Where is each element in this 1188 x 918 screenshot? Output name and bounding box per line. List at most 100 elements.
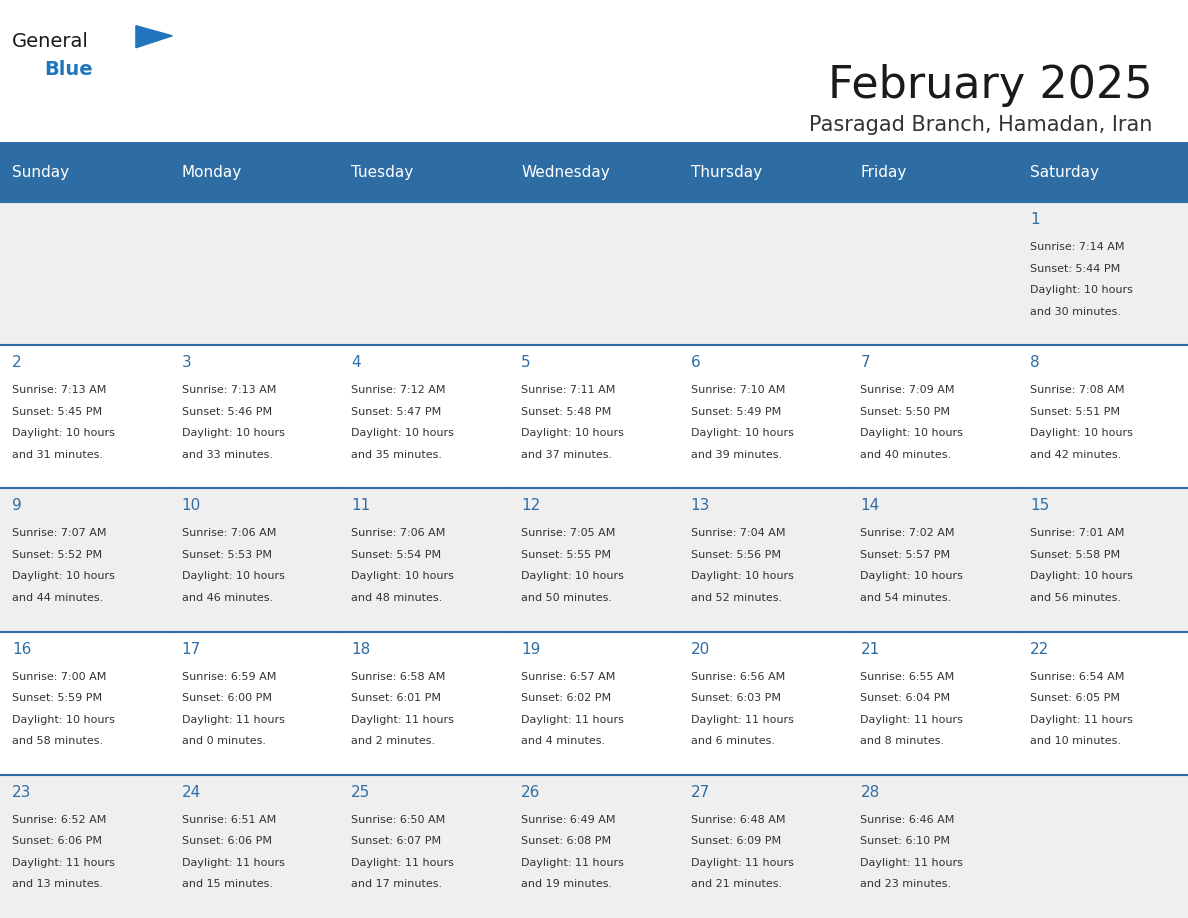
Text: and 13 minutes.: and 13 minutes. <box>12 879 103 890</box>
Text: February 2025: February 2025 <box>828 64 1152 107</box>
Text: 8: 8 <box>1030 355 1040 370</box>
Text: Sunset: 5:50 PM: Sunset: 5:50 PM <box>860 407 950 417</box>
Text: and 8 minutes.: and 8 minutes. <box>860 736 944 746</box>
Text: Sunrise: 7:00 AM: Sunrise: 7:00 AM <box>12 672 106 682</box>
Text: 9: 9 <box>12 498 21 513</box>
Text: Sunrise: 7:05 AM: Sunrise: 7:05 AM <box>522 529 615 539</box>
Text: Daylight: 10 hours: Daylight: 10 hours <box>522 571 624 581</box>
Text: Sunset: 5:58 PM: Sunset: 5:58 PM <box>1030 550 1120 560</box>
Text: and 50 minutes.: and 50 minutes. <box>522 593 612 603</box>
Text: Sunrise: 7:13 AM: Sunrise: 7:13 AM <box>12 386 106 396</box>
Text: 22: 22 <box>1030 642 1049 656</box>
Text: Saturday: Saturday <box>1030 164 1099 180</box>
Text: Daylight: 10 hours: Daylight: 10 hours <box>690 571 794 581</box>
Polygon shape <box>135 26 172 48</box>
Text: Sunset: 6:01 PM: Sunset: 6:01 PM <box>352 693 441 703</box>
Text: 6: 6 <box>690 355 701 370</box>
Text: Daylight: 11 hours: Daylight: 11 hours <box>860 857 963 868</box>
Text: Pasragad Branch, Hamadan, Iran: Pasragad Branch, Hamadan, Iran <box>809 115 1152 135</box>
Text: Sunset: 6:07 PM: Sunset: 6:07 PM <box>352 836 442 846</box>
Text: Daylight: 10 hours: Daylight: 10 hours <box>182 571 284 581</box>
Text: 26: 26 <box>522 785 541 800</box>
Text: Daylight: 10 hours: Daylight: 10 hours <box>690 428 794 438</box>
Text: Daylight: 11 hours: Daylight: 11 hours <box>860 714 963 724</box>
Text: Daylight: 11 hours: Daylight: 11 hours <box>690 857 794 868</box>
Text: Daylight: 10 hours: Daylight: 10 hours <box>1030 571 1133 581</box>
Text: Daylight: 11 hours: Daylight: 11 hours <box>182 857 284 868</box>
Text: 15: 15 <box>1030 498 1049 513</box>
Text: Sunset: 5:52 PM: Sunset: 5:52 PM <box>12 550 102 560</box>
Text: and 48 minutes.: and 48 minutes. <box>352 593 443 603</box>
Text: and 21 minutes.: and 21 minutes. <box>690 879 782 890</box>
Text: Daylight: 10 hours: Daylight: 10 hours <box>1030 285 1133 295</box>
Text: 16: 16 <box>12 642 31 656</box>
Text: and 31 minutes.: and 31 minutes. <box>12 450 103 460</box>
Text: Daylight: 11 hours: Daylight: 11 hours <box>12 857 115 868</box>
Text: Sunrise: 7:04 AM: Sunrise: 7:04 AM <box>690 529 785 539</box>
Text: 10: 10 <box>182 498 201 513</box>
Text: 20: 20 <box>690 642 710 656</box>
Text: Friday: Friday <box>860 164 906 180</box>
Text: and 23 minutes.: and 23 minutes. <box>860 879 952 890</box>
Text: Sunset: 5:45 PM: Sunset: 5:45 PM <box>12 407 102 417</box>
Text: 21: 21 <box>860 642 879 656</box>
Text: and 46 minutes.: and 46 minutes. <box>182 593 273 603</box>
Text: and 19 minutes.: and 19 minutes. <box>522 879 612 890</box>
Text: Sunrise: 6:52 AM: Sunrise: 6:52 AM <box>12 815 106 825</box>
Text: Sunset: 5:57 PM: Sunset: 5:57 PM <box>860 550 950 560</box>
Text: Sunrise: 6:49 AM: Sunrise: 6:49 AM <box>522 815 615 825</box>
Text: Sunset: 5:51 PM: Sunset: 5:51 PM <box>1030 407 1120 417</box>
Text: Thursday: Thursday <box>690 164 762 180</box>
Text: Sunrise: 7:08 AM: Sunrise: 7:08 AM <box>1030 386 1125 396</box>
Text: Sunset: 5:55 PM: Sunset: 5:55 PM <box>522 550 611 560</box>
Text: Daylight: 11 hours: Daylight: 11 hours <box>352 857 454 868</box>
Text: General: General <box>12 32 89 51</box>
Text: 12: 12 <box>522 498 541 513</box>
Text: and 37 minutes.: and 37 minutes. <box>522 450 612 460</box>
Text: Sunrise: 6:56 AM: Sunrise: 6:56 AM <box>690 672 785 682</box>
Text: and 40 minutes.: and 40 minutes. <box>860 450 952 460</box>
Text: and 58 minutes.: and 58 minutes. <box>12 736 103 746</box>
Text: Sunday: Sunday <box>12 164 69 180</box>
Text: 11: 11 <box>352 498 371 513</box>
Text: Sunrise: 7:06 AM: Sunrise: 7:06 AM <box>352 529 446 539</box>
Text: Sunrise: 7:11 AM: Sunrise: 7:11 AM <box>522 386 615 396</box>
Text: 18: 18 <box>352 642 371 656</box>
Text: and 52 minutes.: and 52 minutes. <box>690 593 782 603</box>
Text: Sunrise: 7:07 AM: Sunrise: 7:07 AM <box>12 529 107 539</box>
Text: Daylight: 11 hours: Daylight: 11 hours <box>522 714 624 724</box>
Text: Sunset: 6:03 PM: Sunset: 6:03 PM <box>690 693 781 703</box>
Text: Daylight: 10 hours: Daylight: 10 hours <box>182 428 284 438</box>
Text: Daylight: 10 hours: Daylight: 10 hours <box>860 571 963 581</box>
Text: Sunset: 5:44 PM: Sunset: 5:44 PM <box>1030 263 1120 274</box>
Text: Sunrise: 7:12 AM: Sunrise: 7:12 AM <box>352 386 446 396</box>
Text: Sunrise: 7:14 AM: Sunrise: 7:14 AM <box>1030 242 1125 252</box>
Text: and 42 minutes.: and 42 minutes. <box>1030 450 1121 460</box>
Text: Monday: Monday <box>182 164 242 180</box>
Text: Sunset: 6:02 PM: Sunset: 6:02 PM <box>522 693 611 703</box>
Text: Sunset: 6:06 PM: Sunset: 6:06 PM <box>12 836 102 846</box>
Text: 25: 25 <box>352 785 371 800</box>
Text: 13: 13 <box>690 498 710 513</box>
Text: Sunset: 5:53 PM: Sunset: 5:53 PM <box>182 550 272 560</box>
Text: Sunset: 6:08 PM: Sunset: 6:08 PM <box>522 836 611 846</box>
Text: Daylight: 10 hours: Daylight: 10 hours <box>12 428 115 438</box>
Text: and 39 minutes.: and 39 minutes. <box>690 450 782 460</box>
Text: Sunrise: 6:59 AM: Sunrise: 6:59 AM <box>182 672 276 682</box>
Text: and 33 minutes.: and 33 minutes. <box>182 450 272 460</box>
Text: and 44 minutes.: and 44 minutes. <box>12 593 103 603</box>
Text: 19: 19 <box>522 642 541 656</box>
Text: Daylight: 10 hours: Daylight: 10 hours <box>860 428 963 438</box>
Text: and 15 minutes.: and 15 minutes. <box>182 879 272 890</box>
Text: 4: 4 <box>352 355 361 370</box>
Text: Daylight: 11 hours: Daylight: 11 hours <box>522 857 624 868</box>
Text: and 17 minutes.: and 17 minutes. <box>352 879 442 890</box>
Text: Sunset: 5:46 PM: Sunset: 5:46 PM <box>182 407 272 417</box>
Text: Wednesday: Wednesday <box>522 164 609 180</box>
Text: Sunrise: 7:10 AM: Sunrise: 7:10 AM <box>690 386 785 396</box>
Text: 1: 1 <box>1030 212 1040 227</box>
Text: Sunset: 5:56 PM: Sunset: 5:56 PM <box>690 550 781 560</box>
Text: Sunset: 6:05 PM: Sunset: 6:05 PM <box>1030 693 1120 703</box>
Text: Sunrise: 6:50 AM: Sunrise: 6:50 AM <box>352 815 446 825</box>
Text: Sunset: 6:06 PM: Sunset: 6:06 PM <box>182 836 272 846</box>
